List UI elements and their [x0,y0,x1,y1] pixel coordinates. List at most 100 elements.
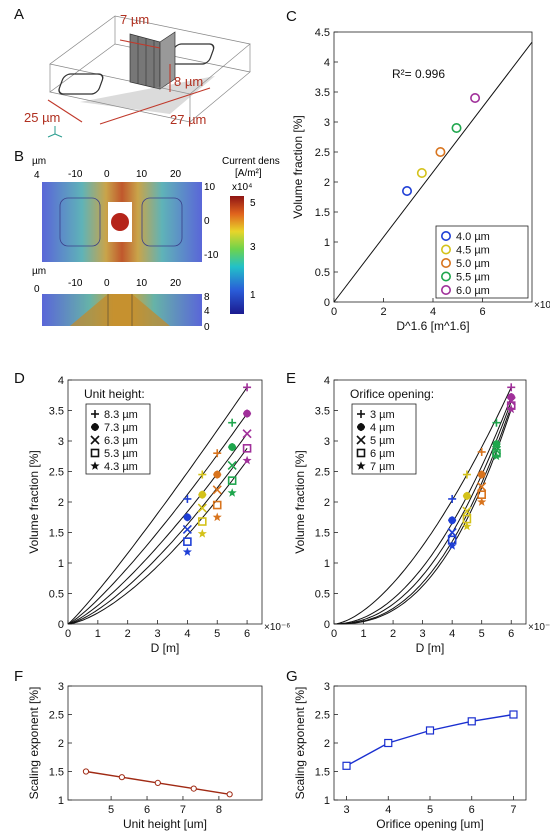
marker-star [90,461,100,470]
y-tick-label: 0 [324,297,330,309]
x-multiplier: ×10⁻⁹ [534,300,550,311]
marker-star [182,547,192,556]
y-axis-label: Scaling exponent [%] [293,687,307,800]
plot-frame [67,685,263,801]
legend: Orifice opening: 3 µm4 µm5 µm6 µm7 µm [350,387,434,475]
x-tick-label: 4 [449,628,455,640]
x-tick-label: 3 [420,628,426,640]
dim-label-27um: 27 µm [170,112,206,127]
legend-title: Orifice opening: [350,387,434,401]
x-tick-label: 2 [380,306,386,318]
marker-circle [435,147,446,158]
legend-box [435,225,529,299]
marker-circle [440,244,451,255]
x-tick-label: 6 [144,804,150,816]
y-tick-label: 1.5 [49,767,64,779]
y-tick-label: 1.5 [49,528,64,540]
marker-square [356,448,366,458]
y-tick-label: 2 [58,738,64,750]
top-map-ytick: -10 [204,250,219,261]
data-point [357,423,365,431]
chart-g: 3 4 5 6 7 1 1.5 2 2.5 3 Orifice opening [um] Scalin… [293,681,527,831]
y-tick-label: 3.5 [49,406,64,418]
marker-circle [416,168,427,179]
data-point [477,447,486,456]
y-tick-label: 0 [58,619,64,631]
data-point [356,448,366,458]
y-axis-label: Scaling exponent [%] [27,687,41,800]
data-point [182,547,192,556]
y-tick-label: 2.5 [315,147,330,159]
panel-b-simulation: µm 4 -10 0 10 20 10 0 -10 Current densit… [32,156,280,333]
legend-entry: 6.0 µm [456,285,490,297]
y-tick-label: 2.5 [49,467,64,479]
data-point [183,494,192,503]
bottom-map-xtick: 20 [170,278,182,289]
marker-square [242,444,252,453]
x-tick-label: 3 [154,628,160,640]
data-point [91,410,99,418]
data-point [462,521,472,531]
data-point [448,516,457,525]
dim-label-25um: 25 µm [24,110,60,125]
colorbar [230,196,244,314]
marker-circle [451,123,462,134]
data-point [212,500,222,510]
y-tick-label: 1 [324,558,330,570]
x-tick-label: 2 [125,628,131,640]
top-map-xtick: 20 [170,169,182,180]
fit-curve [333,387,512,625]
x-axis-label: Unit height [um] [123,817,207,831]
y-tick-label: 3 [58,681,64,693]
marker-square [90,448,100,458]
panel-letter-a: A [14,6,25,23]
y-tick-label: 2 [324,177,330,189]
data-point [451,123,462,134]
y-tick-label: 3 [324,117,330,129]
marker-square [212,500,222,510]
top-map-ytick: 10 [204,182,216,193]
x-tick-label: 6 [479,306,485,318]
y-tick-label: 1 [324,237,330,249]
y-tick-label: 2.5 [49,710,64,722]
y-tick-label: 1 [324,795,330,807]
colorbar-tick: 3 [250,242,256,253]
x-tick-label: 1 [95,628,101,640]
data-point [82,768,90,775]
data-point [198,517,207,526]
x-tick-label: 4 [184,628,190,640]
legend-entry: 4.3 µm [104,461,138,473]
axis-triad-icon [47,126,63,138]
data-point [198,490,207,499]
y-tick-label: 4 [324,57,330,69]
y-tick-label: 3.5 [315,406,330,418]
top-hotspot [111,213,129,231]
marker-cross [212,485,222,495]
data-point [448,494,457,503]
x-axis-label: D [m] [416,641,445,655]
data-point [198,470,207,479]
y-tick-label: 3.5 [315,87,330,99]
panel-a-schematic: 7 µm 8 µm 25 µm 27 µm [24,12,251,138]
chart-c: 0 2 4 6 0 0.5 1 1.5 2 2.5 3 3.5 4 4.5 D^1.6 [m^1.6] Vol… [291,27,550,333]
y-tick-label: 2.5 [315,710,330,722]
marker-circle [402,186,413,197]
x-tick-label: 6 [244,628,250,640]
marker-circle [440,284,451,295]
legend-entry: 4 µm [370,422,395,434]
x-tick-label: 3 [343,804,349,816]
legend-entry: 5 µm [370,435,395,447]
data-point [507,383,516,392]
x-tick-label: 7 [510,804,516,816]
data-point [91,423,99,431]
colorbar-exponent: x10⁴ [232,182,252,193]
marker-square [183,537,192,546]
data-point [227,460,237,470]
fit-curve [334,409,512,625]
chart-e: 0 1 2 3 4 5 6 0 0.5 1 1.5 2 2.5 3 3.5 4 D [m] Volume frac… [293,375,550,655]
plot-frame [333,685,527,801]
bottom-map-xtick: 10 [136,278,148,289]
data-point [243,383,252,392]
data-point [228,443,237,452]
legend-entry: 7 µm [370,461,395,473]
